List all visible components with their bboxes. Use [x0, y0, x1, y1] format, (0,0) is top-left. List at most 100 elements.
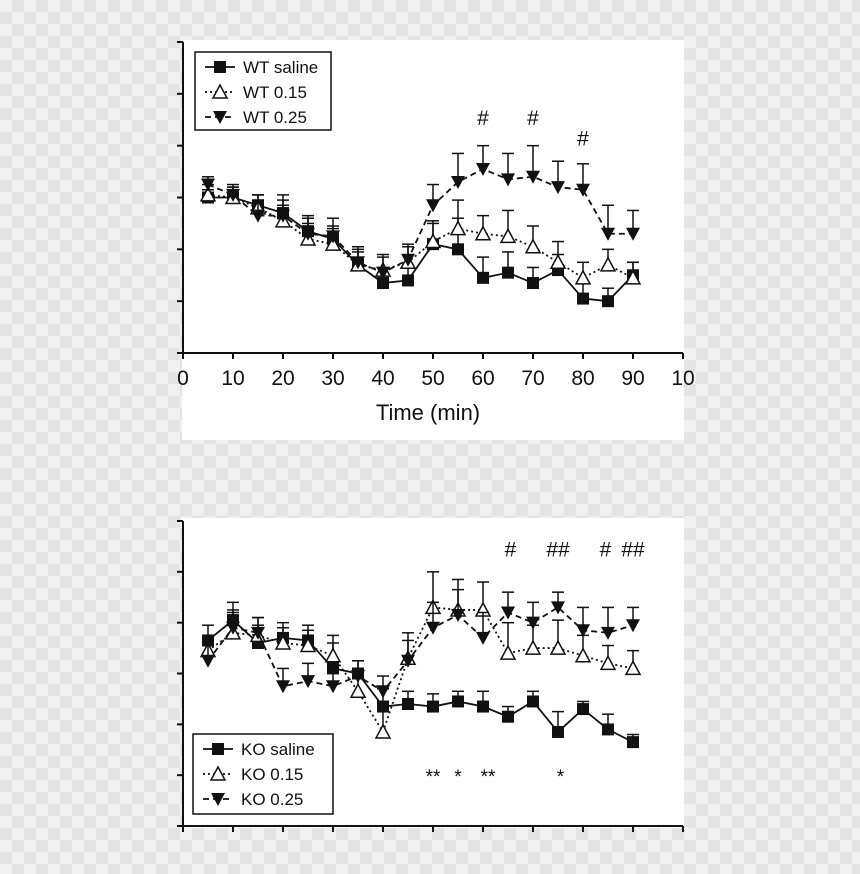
data-point	[499, 644, 517, 660]
data-point	[501, 606, 515, 620]
legend-marker	[212, 743, 224, 755]
top-series-3	[201, 144, 640, 280]
data-point	[477, 700, 489, 713]
top-x-tick-label: 30	[321, 367, 344, 390]
data-point	[527, 277, 539, 290]
data-point	[377, 277, 389, 290]
legend-label: KO saline	[241, 740, 315, 759]
data-point	[402, 698, 414, 710]
legend-label: WT 0.25	[243, 108, 307, 127]
data-point	[576, 624, 590, 638]
data-point	[602, 723, 614, 736]
significance-marker: #	[505, 539, 517, 562]
data-point	[201, 178, 215, 192]
data-point	[524, 238, 542, 254]
data-point	[626, 619, 640, 633]
data-point	[524, 639, 542, 655]
data-point	[574, 269, 592, 285]
data-point	[526, 170, 540, 184]
data-point	[349, 682, 367, 699]
top-legend: WT saline WT 0.15 WT 0.25	[194, 51, 332, 131]
legend-label: WT saline	[243, 58, 318, 77]
data-point	[351, 670, 365, 684]
significance-marker: ##	[621, 539, 645, 562]
data-point	[199, 186, 217, 202]
data-point	[527, 695, 539, 708]
data-point	[526, 616, 540, 630]
data-point	[326, 680, 340, 694]
data-point	[474, 225, 492, 241]
data-point	[376, 266, 390, 280]
data-point	[552, 725, 564, 738]
top-x-tick-label: 60	[471, 367, 494, 390]
data-point	[424, 232, 442, 249]
data-point	[326, 230, 340, 244]
data-point	[426, 199, 440, 213]
data-point	[501, 173, 515, 187]
data-point	[624, 269, 642, 285]
top-x-tick-label: 10	[221, 367, 244, 390]
data-point	[477, 271, 489, 284]
data-point	[624, 659, 642, 676]
top-x-tick-label: 40	[371, 367, 394, 390]
top-x-tick-label: 20	[271, 367, 294, 390]
data-point	[502, 266, 514, 279]
data-point	[276, 680, 290, 694]
data-point	[402, 274, 414, 287]
data-point	[324, 647, 342, 663]
data-point	[601, 626, 615, 640]
data-point	[201, 654, 215, 668]
bottom-series-3	[201, 588, 640, 699]
significance-marker: *	[557, 767, 565, 788]
data-point	[626, 227, 640, 241]
data-point	[374, 723, 392, 739]
data-point	[451, 609, 465, 623]
data-point	[301, 675, 315, 689]
series-line	[207, 606, 634, 735]
top-chart: 0 10 20 30 40 50 60 70 80 90 10 # # # WT saline WT 0.15…	[177, 41, 695, 390]
significance-marker: **	[481, 767, 496, 788]
data-point	[452, 695, 464, 708]
data-point	[401, 253, 415, 267]
legend-marker	[211, 793, 225, 806]
data-point	[502, 710, 514, 723]
data-point	[274, 634, 292, 650]
data-point	[251, 626, 265, 640]
series-line	[207, 167, 633, 274]
legend-marker	[214, 61, 226, 73]
data-point	[577, 292, 589, 305]
data-point	[476, 631, 490, 645]
data-point	[551, 181, 565, 195]
data-point	[226, 621, 240, 635]
data-point	[549, 253, 567, 270]
data-point	[576, 183, 590, 197]
top-x-axis-label: Time (min)	[376, 400, 480, 425]
data-point	[427, 700, 439, 713]
significance-marker: #	[600, 539, 612, 562]
top-x-tick-label: 70	[521, 367, 544, 390]
top-x-tick-label: 90	[621, 367, 644, 390]
data-point	[627, 736, 639, 749]
data-point	[276, 209, 290, 223]
series-line	[207, 194, 634, 279]
data-point	[599, 256, 617, 272]
data-point	[401, 654, 415, 668]
legend-label: KO 0.15	[241, 765, 303, 784]
significance-marker: #	[527, 107, 539, 130]
data-point	[499, 227, 517, 244]
legend-label: KO 0.25	[241, 790, 303, 809]
data-point	[299, 636, 317, 653]
data-point	[251, 209, 265, 223]
top-x-tick-label: 80	[571, 367, 594, 390]
data-point	[574, 647, 592, 663]
data-point	[449, 220, 467, 236]
legend-marker	[209, 765, 227, 781]
significance-marker: #	[577, 128, 589, 151]
data-point	[577, 703, 589, 716]
bottom-legend: KO saline KO 0.15 KO 0.25	[192, 733, 334, 815]
data-point	[551, 601, 565, 615]
data-point	[324, 235, 342, 251]
data-point	[476, 162, 490, 176]
top-x-tick-label: 0	[177, 367, 189, 390]
